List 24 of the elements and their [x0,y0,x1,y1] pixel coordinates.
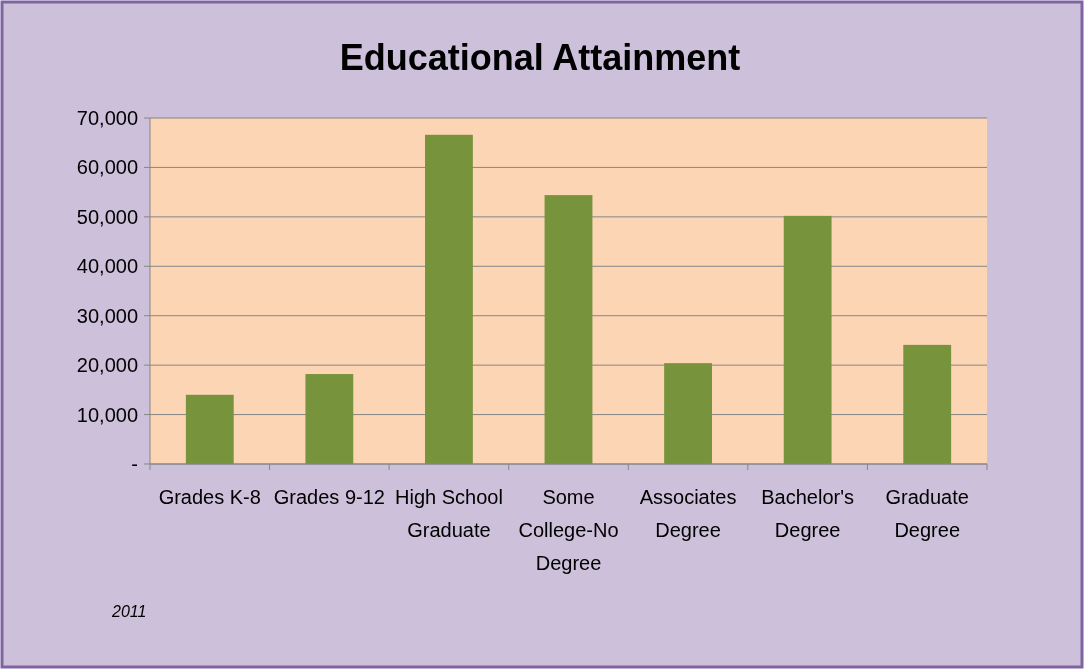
bar [544,195,593,464]
bar [664,363,712,464]
text: 2011 [111,603,147,620]
x-tick-label: Bachelor's Degree [761,486,855,541]
chart-title: Educational Attainment [339,37,741,78]
x-tick-label: Graduate Degree [885,486,969,541]
x-tick-label: Grades K-8 [158,486,261,508]
y-tick-label: 10,000 [76,403,138,426]
y-tick-label: 40,000 [76,255,138,278]
y-tick-label: 60,000 [76,156,138,179]
y-tick-label: 20,000 [76,354,138,377]
x-tick-label: Grades 9-12 [273,486,385,508]
bar [903,344,952,464]
y-tick-label: - [131,453,138,475]
x-tick-label: Associates Degree [639,486,737,541]
bar [305,374,354,464]
bar [425,134,473,464]
y-tick-label: 50,000 [76,205,138,228]
x-tick-label: Some College-No Degree [518,486,619,574]
x-tick-label: High School Graduate [395,486,503,541]
y-tick-label: 70,000 [76,107,138,129]
bar [783,215,832,464]
y-tick-label: 30,000 [76,304,138,327]
bar [185,394,234,464]
